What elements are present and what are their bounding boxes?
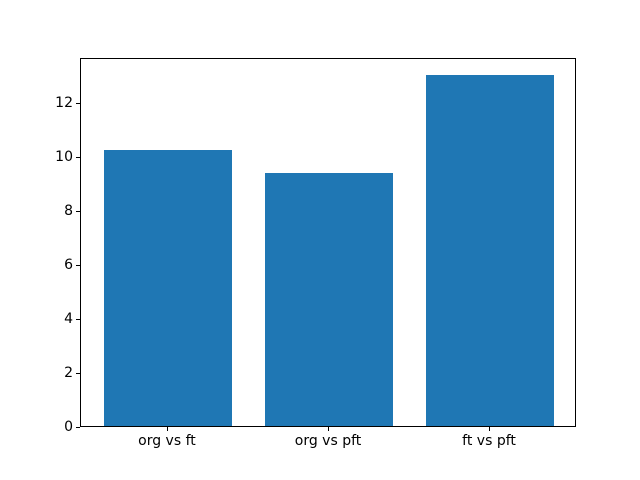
y-tick-label: 10 — [55, 148, 73, 165]
y-tick-mark — [76, 156, 80, 158]
y-tick-mark — [76, 318, 80, 320]
x-tick-mark — [166, 427, 168, 431]
y-tick-label: 6 — [64, 256, 73, 273]
y-tick-mark — [76, 264, 80, 266]
y-tick-label: 0 — [64, 419, 73, 435]
y-tick-label: 4 — [64, 310, 73, 327]
x-tick-label-org-vs-pft: org vs pft — [294, 433, 362, 449]
y-tick-label: 2 — [64, 364, 73, 381]
bar-org-vs-pft — [264, 173, 394, 426]
y-tick-mark — [76, 372, 80, 374]
bars-layer — [81, 59, 575, 426]
y-tick-label: 8 — [64, 202, 73, 219]
y-tick-mark — [76, 427, 80, 428]
y-tick-label: 12 — [55, 94, 73, 111]
x-tick-mark — [328, 427, 329, 431]
bar-org-vs-ft — [103, 150, 233, 426]
bar-ft-vs-pft — [425, 74, 555, 426]
plot-area — [80, 58, 576, 427]
y-tick-mark — [76, 102, 80, 104]
x-tick-mark — [489, 427, 491, 431]
x-tick-label-org-vs-ft: org vs ft — [138, 433, 196, 449]
x-tick-label-ft-vs-pft: ft vs pft — [462, 433, 516, 449]
y-tick-mark — [76, 210, 80, 212]
